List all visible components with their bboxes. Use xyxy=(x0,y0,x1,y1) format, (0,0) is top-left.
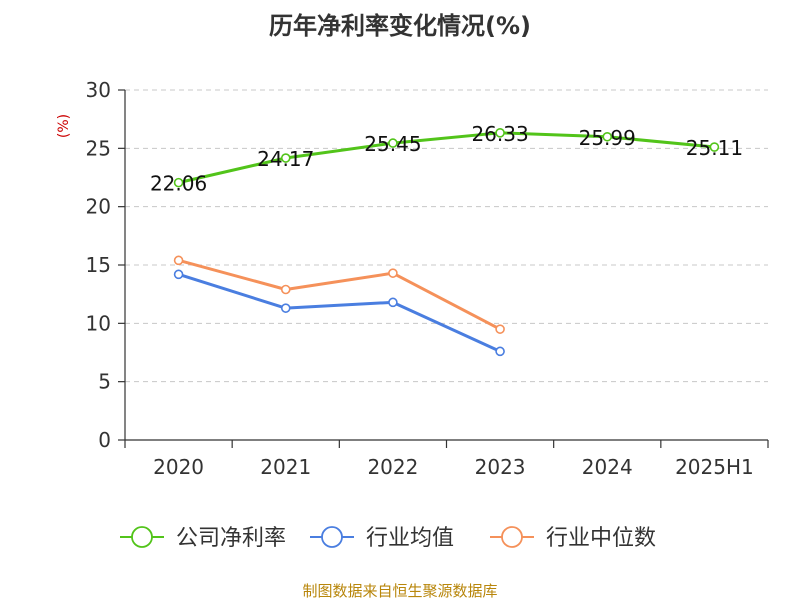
y-tick-label: 15 xyxy=(86,253,111,277)
series-line xyxy=(177,258,502,331)
legend: 公司净利率 行业均值 行业中位数 xyxy=(120,526,656,551)
data-label: 22.06 xyxy=(150,172,207,196)
y-tick-label: 0 xyxy=(98,428,111,452)
legend-label: 行业中位数 xyxy=(546,526,656,551)
x-tick-label: 2021 xyxy=(260,455,311,479)
x-tick-label: 2023 xyxy=(475,455,526,479)
data-label: 25.45 xyxy=(364,132,421,156)
data-labels: 22.06 24.17 25.45 26.33 25.99 25.11 xyxy=(150,122,743,196)
y-tick-label: 20 xyxy=(86,195,111,219)
data-point xyxy=(495,346,505,357)
legend-label: 行业均值 xyxy=(366,526,454,551)
series-lines xyxy=(173,128,720,357)
x-tick-label: 2024 xyxy=(582,455,633,479)
data-point xyxy=(173,177,184,188)
data-label: 24.17 xyxy=(257,147,314,171)
series-line xyxy=(177,272,502,353)
x-tick-label: 2022 xyxy=(367,455,418,479)
data-point xyxy=(388,138,398,148)
series-line xyxy=(177,131,716,185)
data-point xyxy=(280,284,291,295)
data-point xyxy=(280,153,291,163)
y-tick-label: 10 xyxy=(86,311,111,335)
series-2 xyxy=(173,269,505,357)
legend-item-1: 公司净利率 xyxy=(120,526,286,551)
legend-item-3: 行业中位数 xyxy=(490,526,656,551)
data-label: 26.33 xyxy=(471,122,528,146)
legend-marker xyxy=(131,526,153,548)
data-point xyxy=(495,324,505,334)
axes: 0 5 10 15 20 25 30 2020 2021 2022 2023 2024 2025H1 xyxy=(86,78,769,479)
legend-marker xyxy=(501,526,523,548)
y-tick-label: 5 xyxy=(98,370,111,394)
data-point xyxy=(388,268,398,278)
series-3 xyxy=(173,255,505,334)
data-point xyxy=(173,269,184,280)
data-label: 25.99 xyxy=(579,126,636,150)
x-tick-label: 2025H1 xyxy=(675,455,754,479)
grid-lines xyxy=(125,89,768,383)
chart-title: 历年净利率变化情况(%) xyxy=(269,12,531,40)
y-axis-unit-label: (%) xyxy=(56,114,72,138)
data-point xyxy=(280,303,291,313)
data-point xyxy=(388,297,398,308)
data-point xyxy=(495,128,505,138)
legend-label: 公司净利率 xyxy=(176,526,286,551)
x-tick-label: 2020 xyxy=(153,455,204,479)
y-tick-label: 25 xyxy=(86,136,111,160)
legend-marker xyxy=(321,526,343,548)
source-note: 制图数据来自恒生聚源数据库 xyxy=(302,582,497,600)
legend-item-2: 行业均值 xyxy=(310,526,454,551)
data-point xyxy=(709,142,720,152)
data-label: 25.11 xyxy=(686,136,743,160)
y-tick-label: 30 xyxy=(86,78,111,102)
series-1 xyxy=(173,128,720,188)
data-point xyxy=(173,255,184,266)
data-point xyxy=(602,131,613,142)
